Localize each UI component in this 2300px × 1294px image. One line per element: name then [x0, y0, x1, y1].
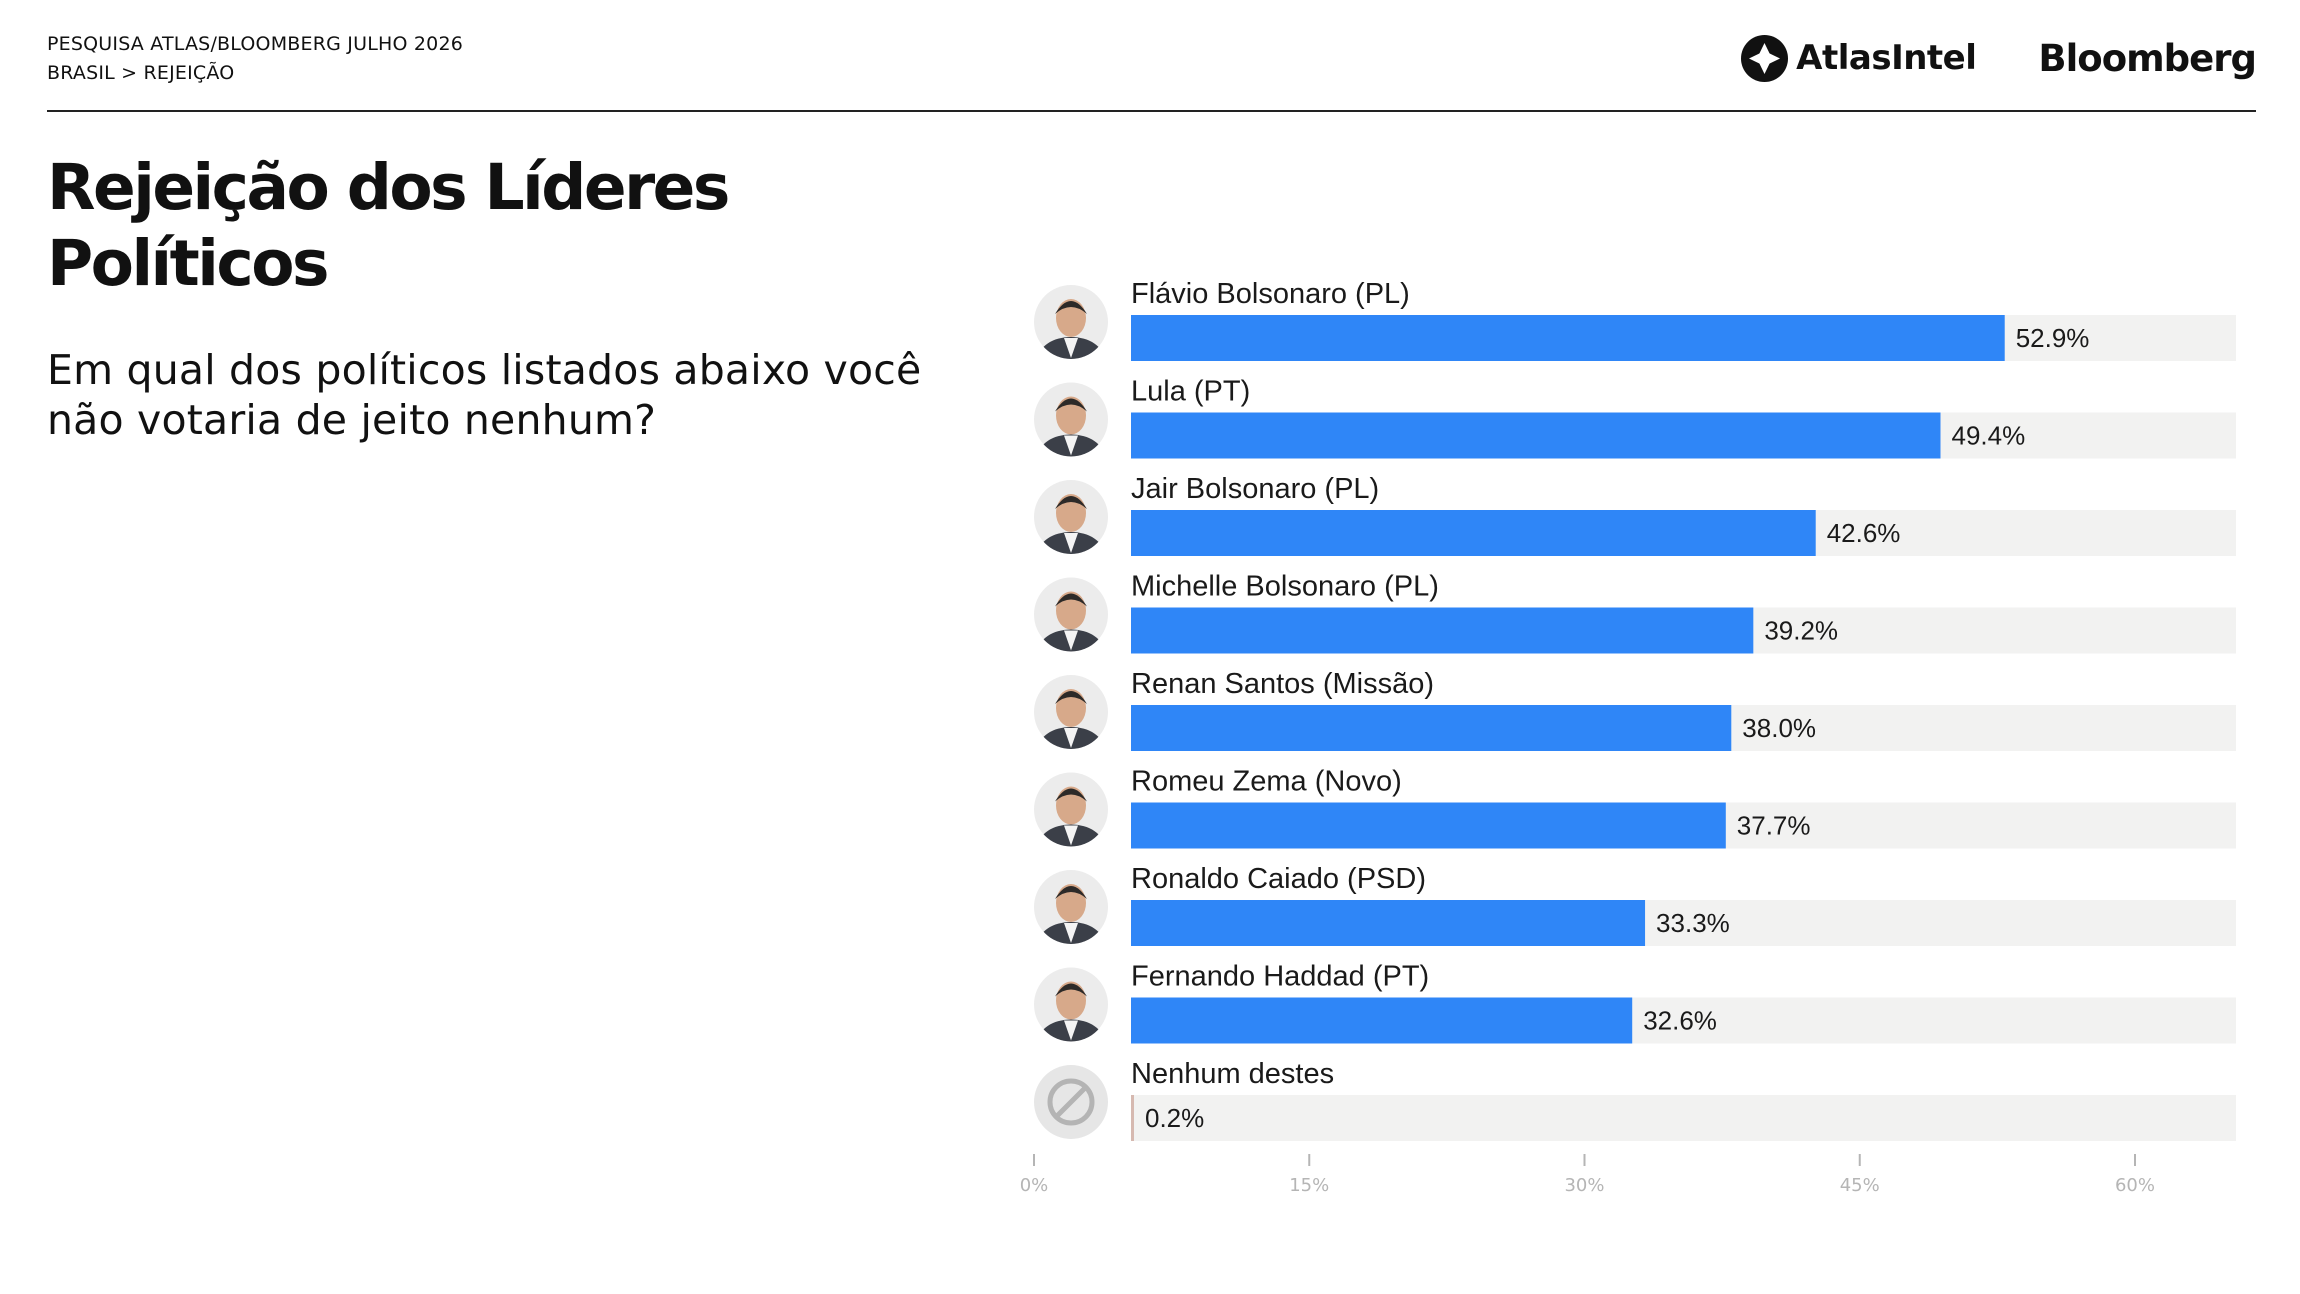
avatar [1034, 285, 1108, 359]
avatar [1034, 577, 1108, 652]
avatar [1034, 675, 1108, 749]
category-label: Jair Bolsonaro (PL) [1131, 473, 1379, 505]
value-label: 37.7% [1737, 811, 1811, 841]
value-label: 39.2% [1764, 616, 1838, 646]
icon-ring [1047, 1078, 1095, 1126]
avatar-hair [1055, 983, 1087, 997]
avatar-shoulders [1038, 532, 1104, 554]
category-label: Michelle Bolsonaro (PL) [1131, 571, 1439, 603]
prohibited-icon [1034, 1065, 1108, 1139]
avatar-hair [1055, 301, 1087, 314]
avatar-shoulders [1038, 629, 1104, 652]
avatar-hair [1055, 886, 1087, 899]
atlasintel-wordmark: AtlasIntel [1796, 38, 1977, 78]
bar-row: Michelle Bolsonaro (PL) 39.2% [1034, 571, 2236, 654]
category-label: Flávio Bolsonaro (PL) [1131, 278, 1410, 310]
survey-question: Em qual dos políticos listados abaixo vo… [47, 346, 922, 444]
logos: AtlasIntel Bloomberg [1741, 30, 2257, 86]
value-label: 38.0% [1742, 713, 1816, 743]
bar-row: Lula (PT) 49.4% [1034, 376, 2236, 459]
avatar [1034, 480, 1108, 554]
value-label: 0.2% [1145, 1103, 1204, 1133]
avatar-collar [1064, 825, 1078, 846]
category-label: Renan Santos (Missão) [1131, 668, 1434, 700]
category-label: Romeu Zema (Novo) [1131, 766, 1402, 798]
avatar-shoulders [1038, 1019, 1104, 1042]
value-label: 32.6% [1643, 1006, 1717, 1036]
avatar [1034, 967, 1108, 1042]
avatar [1034, 870, 1108, 944]
bar-row: Ronaldo Caiado (PSD) 33.3% [1034, 863, 2236, 946]
avatar-shoulders [1038, 434, 1104, 457]
survey-name: PESQUISA ATLAS/BLOOMBERG JULHO 2026 [47, 33, 464, 55]
survey-header: PESQUISA ATLAS/BLOOMBERG JULHO 2026 BRAS… [47, 30, 463, 88]
value-label: 49.4% [1951, 421, 2025, 451]
bar-row: Renan Santos (Missão) 38.0% [1034, 668, 2236, 751]
avatar-shoulders [1038, 337, 1104, 359]
bar [1131, 1095, 1134, 1141]
bar [1131, 705, 1732, 751]
bar-track [1131, 1095, 2236, 1141]
value-label: 42.6% [1827, 518, 1901, 548]
atlasintel-mark-icon [1741, 34, 1789, 82]
avatar-shoulders [1038, 727, 1104, 749]
header-divider [47, 110, 2256, 112]
bar-row: Flávio Bolsonaro (PL) 52.9% [1034, 278, 2236, 361]
avatar-collar [1064, 1020, 1078, 1041]
bar [1131, 315, 2005, 361]
page-title: Rejeição dos Líderes Políticos [47, 151, 730, 300]
bar-row: Jair Bolsonaro (PL) 42.6% [1034, 473, 2236, 556]
avatar-collar [1064, 923, 1078, 943]
x-tick-label: 15% [1289, 1175, 1329, 1196]
avatar-hair [1055, 788, 1087, 802]
bar [1131, 510, 1816, 556]
avatar-collar [1064, 533, 1078, 553]
bar [1131, 607, 1754, 654]
category-label: Lula (PT) [1131, 376, 1250, 408]
category-label: Ronaldo Caiado (PSD) [1131, 863, 1426, 895]
avatar [1034, 382, 1108, 457]
avatar-collar [1064, 435, 1078, 456]
avatar-collar [1064, 728, 1078, 748]
bar [1131, 997, 1633, 1044]
x-tick-label: 45% [1840, 1175, 1880, 1196]
bar-row: Fernando Haddad (PT) 32.6% [1034, 961, 2236, 1044]
avatar-shoulders [1038, 824, 1104, 847]
avatar-collar [1064, 338, 1078, 358]
value-label: 52.9% [2016, 323, 2090, 353]
bloomberg-logo: Bloomberg [2038, 36, 2257, 80]
x-tick-label: 60% [2115, 1175, 2155, 1196]
atlasintel-logo: AtlasIntel [1741, 34, 1977, 82]
bar-row: Romeu Zema (Novo) 37.7% [1034, 766, 2236, 849]
avatar-collar [1064, 630, 1078, 651]
bar-row: Nenhum destes 0.2% [1034, 1058, 2236, 1141]
category-label: Fernando Haddad (PT) [1131, 961, 1429, 993]
bar [1131, 802, 1726, 849]
breadcrumb: BRASIL > REJEIÇÃO [47, 62, 235, 84]
avatar-shoulders [1038, 922, 1104, 944]
icon-slash [1054, 1085, 1088, 1119]
bar [1131, 412, 1941, 459]
x-tick-label: 0% [1020, 1175, 1049, 1196]
avatar-hair [1055, 691, 1087, 704]
avatar-hair [1055, 593, 1087, 607]
x-tick-label: 30% [1564, 1175, 1604, 1196]
avatar [1034, 772, 1108, 847]
value-label: 33.3% [1656, 908, 1730, 938]
bar [1131, 900, 1646, 946]
avatar-hair [1055, 398, 1087, 412]
category-label: Nenhum destes [1131, 1058, 1334, 1090]
avatar-hair [1055, 496, 1087, 509]
